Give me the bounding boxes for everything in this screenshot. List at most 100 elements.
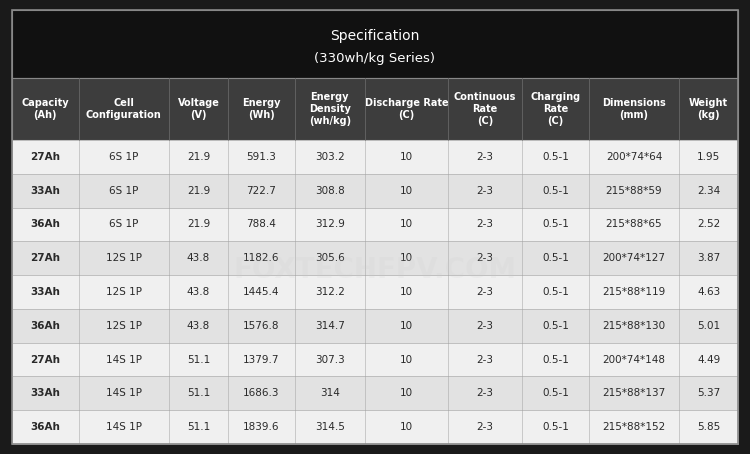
Text: 10: 10 <box>400 219 413 229</box>
Text: 6S 1P: 6S 1P <box>110 152 139 162</box>
Text: 314.7: 314.7 <box>315 321 345 331</box>
Text: 10: 10 <box>400 355 413 365</box>
Text: 27Ah: 27Ah <box>30 152 60 162</box>
Text: 0.5-1: 0.5-1 <box>542 355 569 365</box>
Text: Energy
(Wh): Energy (Wh) <box>242 98 280 120</box>
Text: 10: 10 <box>400 388 413 398</box>
Text: 6S 1P: 6S 1P <box>110 186 139 196</box>
Bar <box>12 410 738 444</box>
Text: 0.5-1: 0.5-1 <box>542 388 569 398</box>
Bar <box>12 376 738 410</box>
Text: 788.4: 788.4 <box>246 219 276 229</box>
Text: 0.5-1: 0.5-1 <box>542 186 569 196</box>
Text: 2-3: 2-3 <box>476 422 494 432</box>
Text: 51.1: 51.1 <box>187 355 210 365</box>
Text: 308.8: 308.8 <box>315 186 345 196</box>
Text: Specification: Specification <box>330 29 420 43</box>
Text: 1.95: 1.95 <box>697 152 720 162</box>
Text: 303.2: 303.2 <box>315 152 345 162</box>
Text: 314: 314 <box>320 388 340 398</box>
Text: 43.8: 43.8 <box>187 253 210 263</box>
Text: 36Ah: 36Ah <box>31 422 60 432</box>
Text: Cell
Configuration: Cell Configuration <box>86 98 162 120</box>
Text: 0.5-1: 0.5-1 <box>542 152 569 162</box>
Text: 10: 10 <box>400 186 413 196</box>
Text: 1182.6: 1182.6 <box>243 253 280 263</box>
Text: 215*88*152: 215*88*152 <box>602 422 666 432</box>
Text: 0.5-1: 0.5-1 <box>542 219 569 229</box>
Text: 2-3: 2-3 <box>476 287 494 297</box>
Text: Weight
(kg): Weight (kg) <box>689 98 728 120</box>
Text: 10: 10 <box>400 152 413 162</box>
Text: 14S 1P: 14S 1P <box>106 355 142 365</box>
Text: 43.8: 43.8 <box>187 321 210 331</box>
Bar <box>12 242 738 275</box>
Text: 305.6: 305.6 <box>315 253 345 263</box>
Text: 5.85: 5.85 <box>697 422 720 432</box>
Bar <box>12 174 738 207</box>
Text: 215*88*65: 215*88*65 <box>606 219 662 229</box>
Text: 2-3: 2-3 <box>476 388 494 398</box>
Text: 215*88*59: 215*88*59 <box>606 186 662 196</box>
Text: 200*74*148: 200*74*148 <box>602 355 665 365</box>
Text: 27Ah: 27Ah <box>30 355 60 365</box>
Text: 10: 10 <box>400 422 413 432</box>
Text: Continuous
Rate
(C): Continuous Rate (C) <box>454 92 516 126</box>
Text: FOXTECHFPV.COM: FOXTECHFPV.COM <box>233 256 517 284</box>
Text: 36Ah: 36Ah <box>31 321 60 331</box>
Text: Capacity
(Ah): Capacity (Ah) <box>22 98 69 120</box>
Bar <box>12 207 738 242</box>
Text: 21.9: 21.9 <box>187 186 210 196</box>
Text: 1839.6: 1839.6 <box>243 422 280 432</box>
Text: 200*74*64: 200*74*64 <box>606 152 662 162</box>
Text: 1445.4: 1445.4 <box>243 287 280 297</box>
Text: 33Ah: 33Ah <box>31 186 60 196</box>
Text: 215*88*119: 215*88*119 <box>602 287 666 297</box>
Bar <box>12 78 738 140</box>
Text: 10: 10 <box>400 287 413 297</box>
Text: 312.2: 312.2 <box>315 287 345 297</box>
Text: 215*88*137: 215*88*137 <box>602 388 666 398</box>
Text: Discharge Rate
(C): Discharge Rate (C) <box>364 98 448 120</box>
Text: 200*74*127: 200*74*127 <box>602 253 665 263</box>
Text: (330wh/kg Series): (330wh/kg Series) <box>314 53 436 65</box>
Text: 2-3: 2-3 <box>476 152 494 162</box>
Text: 3.87: 3.87 <box>697 253 720 263</box>
Text: 33Ah: 33Ah <box>31 287 60 297</box>
Text: 2-3: 2-3 <box>476 321 494 331</box>
Text: 2-3: 2-3 <box>476 219 494 229</box>
Text: Voltage
(V): Voltage (V) <box>178 98 219 120</box>
Text: 51.1: 51.1 <box>187 388 210 398</box>
Text: 27Ah: 27Ah <box>30 253 60 263</box>
Text: 591.3: 591.3 <box>246 152 276 162</box>
Text: 5.01: 5.01 <box>697 321 720 331</box>
Text: 0.5-1: 0.5-1 <box>542 422 569 432</box>
Text: 215*88*130: 215*88*130 <box>602 321 665 331</box>
Text: 43.8: 43.8 <box>187 287 210 297</box>
Bar <box>12 275 738 309</box>
Text: 5.37: 5.37 <box>697 388 720 398</box>
Text: 10: 10 <box>400 253 413 263</box>
Text: 0.5-1: 0.5-1 <box>542 321 569 331</box>
Text: 2-3: 2-3 <box>476 186 494 196</box>
Bar <box>12 309 738 343</box>
Text: 51.1: 51.1 <box>187 422 210 432</box>
Bar <box>12 10 738 78</box>
Text: 2-3: 2-3 <box>476 253 494 263</box>
Text: Dimensions
(mm): Dimensions (mm) <box>602 98 666 120</box>
Text: 722.7: 722.7 <box>246 186 276 196</box>
Text: 0.5-1: 0.5-1 <box>542 253 569 263</box>
Text: 4.49: 4.49 <box>697 355 720 365</box>
Text: 4.63: 4.63 <box>697 287 720 297</box>
Text: 14S 1P: 14S 1P <box>106 422 142 432</box>
Text: 12S 1P: 12S 1P <box>106 253 142 263</box>
Text: 21.9: 21.9 <box>187 152 210 162</box>
Text: Energy
Density
(wh/kg): Energy Density (wh/kg) <box>309 92 351 126</box>
Text: 1379.7: 1379.7 <box>243 355 280 365</box>
Text: 6S 1P: 6S 1P <box>110 219 139 229</box>
Bar <box>12 343 738 376</box>
Text: Charging
Rate
(C): Charging Rate (C) <box>530 92 580 126</box>
Bar <box>12 140 738 174</box>
Text: 2.34: 2.34 <box>697 186 720 196</box>
Text: 36Ah: 36Ah <box>31 219 60 229</box>
